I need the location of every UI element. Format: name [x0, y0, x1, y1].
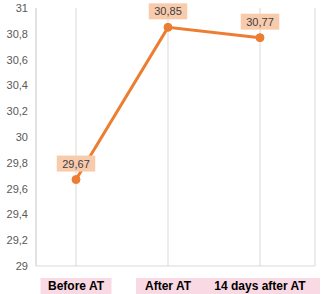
svg-text:29,67: 29,67 [62, 158, 90, 170]
svg-text:29,6: 29,6 [8, 183, 28, 195]
svg-text:Before AT: Before AT [48, 279, 105, 293]
svg-text:30,8: 30,8 [8, 28, 28, 40]
svg-text:30,2: 30,2 [8, 105, 28, 117]
svg-text:14 days after AT: 14 days after AT [214, 279, 306, 293]
svg-text:After AT: After AT [145, 279, 192, 293]
svg-text:30: 30 [16, 131, 28, 143]
svg-text:29,4: 29,4 [8, 208, 28, 220]
svg-text:29,2: 29,2 [8, 234, 28, 246]
svg-text:30,85: 30,85 [154, 5, 182, 17]
svg-text:29: 29 [16, 260, 28, 272]
svg-text:30,77: 30,77 [246, 16, 274, 28]
svg-text:30,4: 30,4 [8, 79, 28, 91]
svg-text:31: 31 [16, 2, 28, 14]
svg-text:30,6: 30,6 [8, 54, 28, 66]
svg-text:29,8: 29,8 [8, 157, 28, 169]
